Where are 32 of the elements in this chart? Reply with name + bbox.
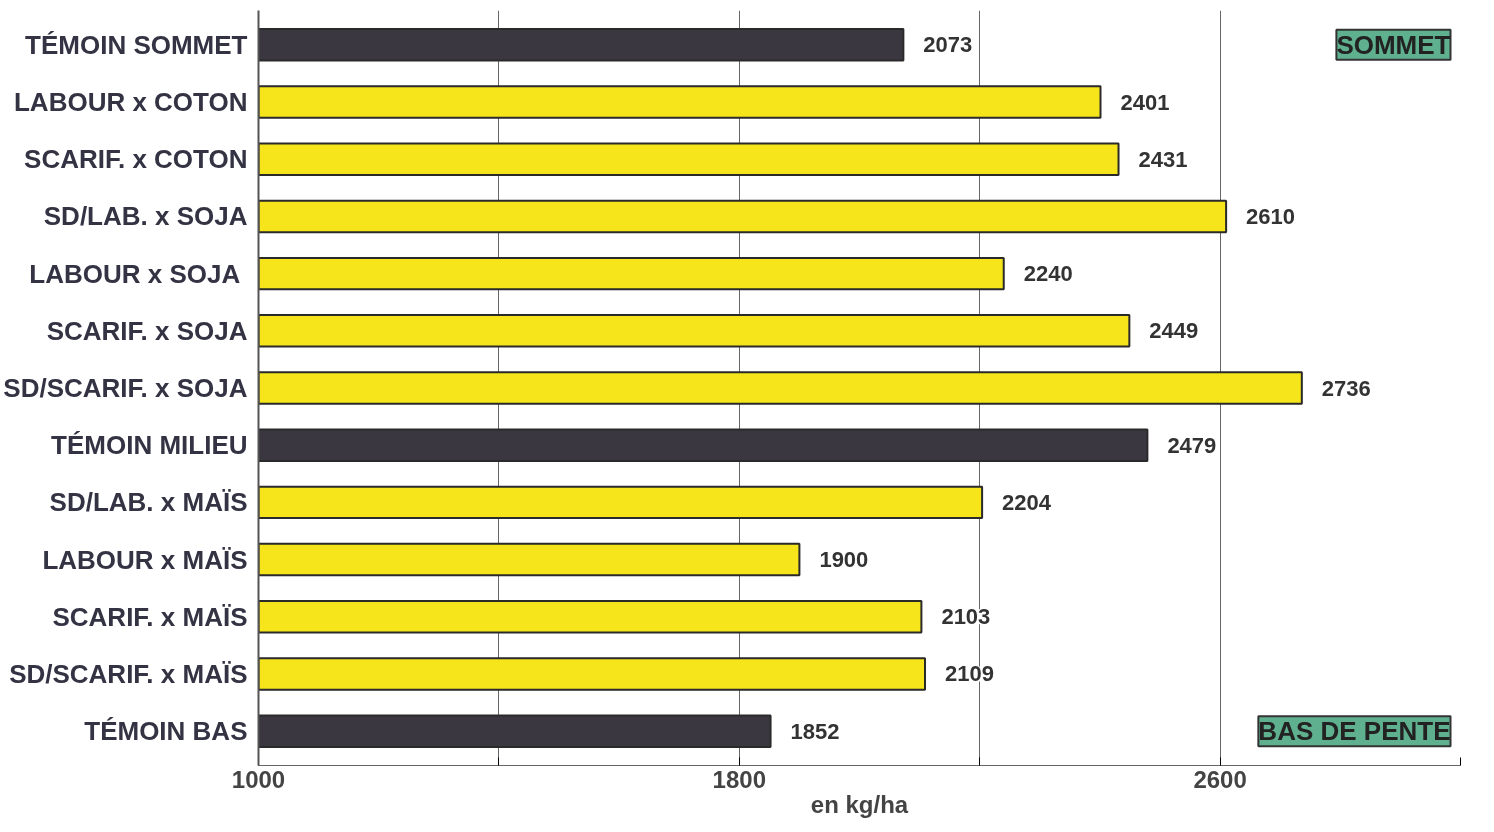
y-tick-label: TÉMOIN MILIEU [51, 430, 248, 461]
annotation: BAS DE PENTE [1258, 716, 1451, 747]
y-tick-label: SCARIF. x COTON [24, 144, 248, 175]
data-label: 2103 [941, 604, 991, 630]
y-tick-label: SD/LAB. x MAÏS [49, 487, 248, 518]
data-label: 2479 [1167, 432, 1217, 458]
y-tick-label: LABOUR x COTON [13, 87, 248, 118]
data-label: 1852 [790, 718, 840, 744]
y-tick-label: SD/SCARIF. x MAÏS [9, 658, 248, 689]
x-tick-label: 1800 [712, 765, 766, 793]
y-tick-label: LABOUR x SOJA [29, 258, 241, 289]
data-label: 2736 [1321, 375, 1371, 401]
data-label: 2610 [1246, 203, 1296, 229]
data-label: 2401 [1120, 89, 1170, 115]
data-label: 2240 [1023, 261, 1073, 287]
x-axis-title: en kg/ha [810, 790, 909, 818]
data-label: 1900 [819, 547, 869, 573]
data-label: 2431 [1138, 146, 1188, 172]
y-tick-label: TÉMOIN BAS [84, 716, 248, 747]
data-label: 2073 [923, 32, 973, 58]
y-tick-label: TÉMOIN SOMMET [25, 29, 248, 60]
data-label: 2109 [945, 661, 994, 687]
y-tick-label: SCARIF. x MAÏS [52, 601, 248, 632]
y-tick-label: LABOUR x MAÏS [42, 544, 248, 575]
data-label: 2204 [1002, 489, 1052, 515]
data-label: 2449 [1149, 318, 1199, 344]
x-tick-label: 2600 [1193, 765, 1247, 793]
y-tick-label: SD/LAB. x SOJA [43, 201, 248, 232]
x-tick-label: 1000 [231, 765, 286, 793]
y-tick-label: SD/SCARIF. x SOJA [3, 373, 248, 403]
annotation: SOMMET [1336, 29, 1451, 60]
y-tick-label: SCARIF. x SOJA [46, 315, 248, 346]
